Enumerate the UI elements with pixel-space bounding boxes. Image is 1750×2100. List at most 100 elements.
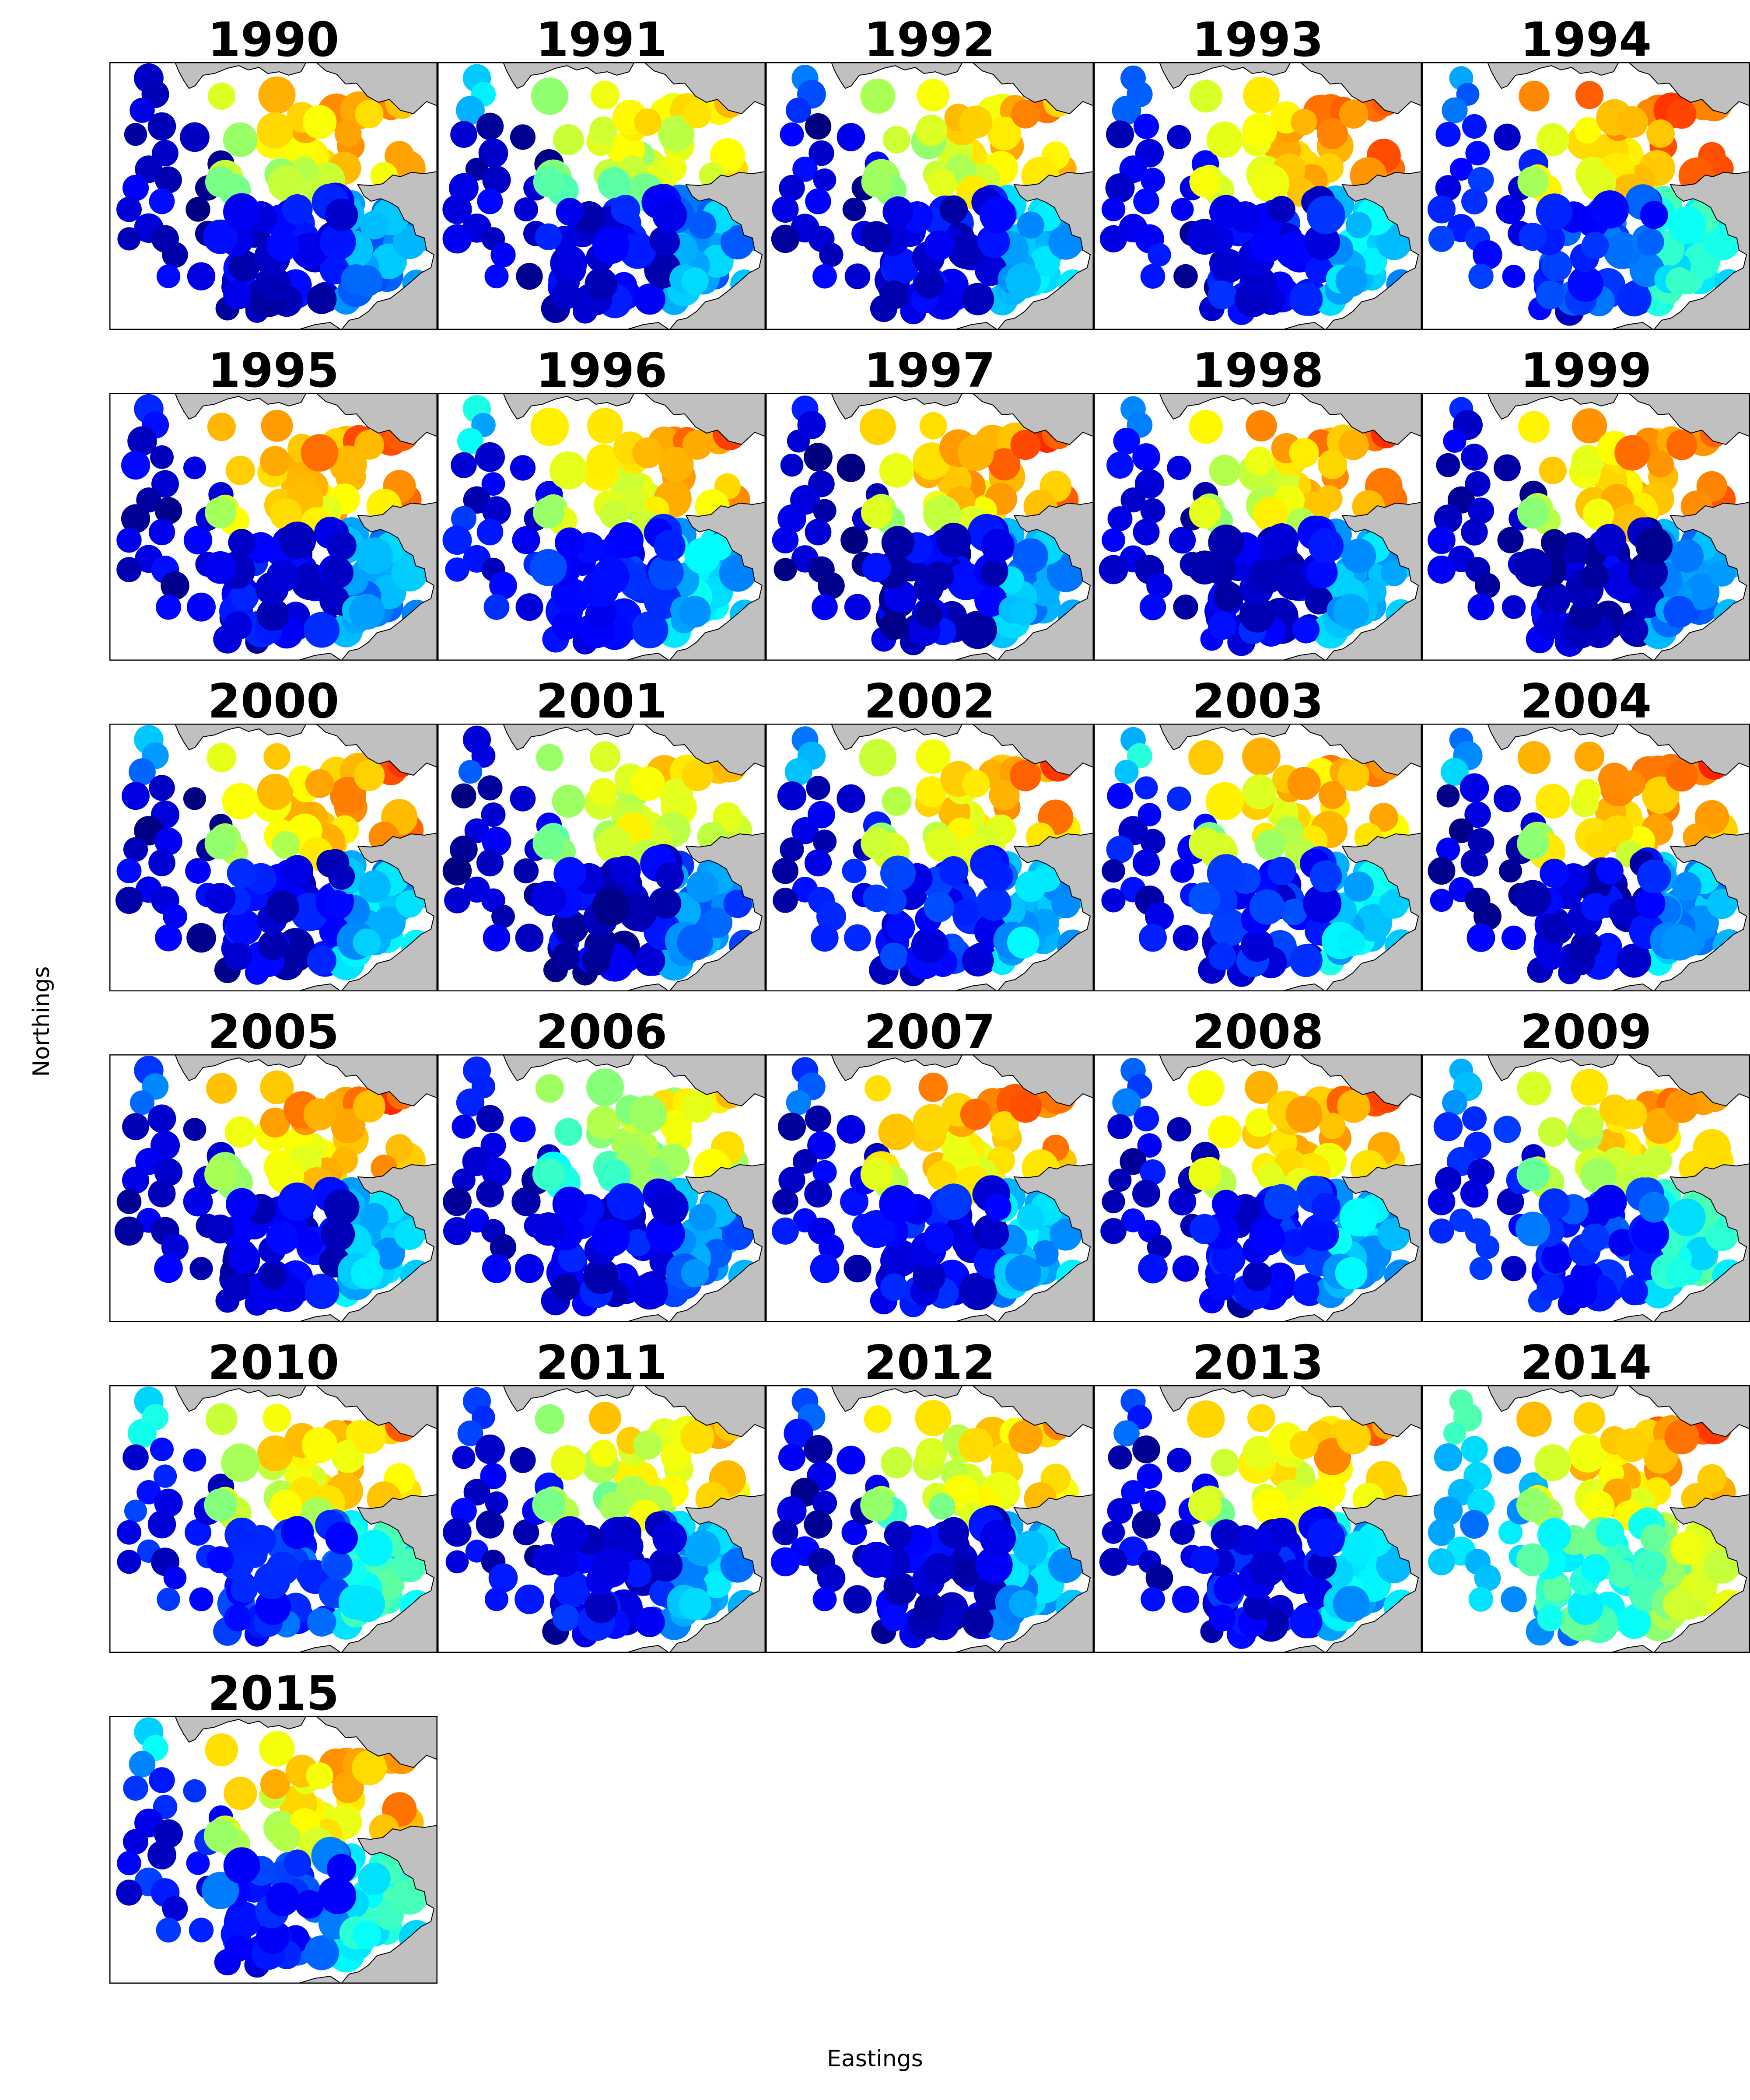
station-marker [206,1073,237,1104]
station-marker [268,165,304,202]
station-marker [1461,188,1488,215]
station-marker [476,112,504,140]
station-marker [1668,1198,1706,1236]
station-marker [599,500,629,529]
station-marker [114,1216,144,1246]
station-marker [1494,454,1521,482]
station-marker [1661,924,1698,961]
station-marker [1537,1518,1572,1552]
station-marker [1132,1435,1160,1463]
panel-frame [1094,1054,1422,1322]
station-marker [1581,231,1609,259]
station-marker [1434,504,1463,533]
map-panel-1997 [766,393,1094,661]
station-marker [610,855,641,886]
station-marker [490,242,516,268]
station-marker [161,1233,189,1261]
panel-frame [109,62,438,330]
map-panel-1995 [109,393,438,661]
station-marker [1170,1520,1195,1545]
station-marker [1568,266,1603,302]
coastline-land [502,1385,766,1438]
station-marker [607,522,644,559]
station-marker [154,1488,183,1517]
map-panel-2014 [1422,1385,1750,1653]
station-marker [1617,943,1652,978]
map-panel-1996 [438,393,766,661]
station-marker [882,786,912,816]
station-marker [1188,1488,1222,1522]
station-marker [259,1731,295,1767]
station-marker [1148,243,1171,267]
station-markers [116,1386,438,1647]
station-marker [457,1420,483,1446]
station-marker [1345,212,1372,238]
station-marker [224,942,252,971]
station-marker [360,210,389,240]
station-marker [1275,232,1312,269]
station-marker [1517,827,1550,860]
station-marker [451,506,476,532]
station-marker [1617,281,1652,317]
station-marker [1010,760,1041,791]
station-marker [812,264,837,289]
station-marker [1516,1401,1552,1437]
station-marker [1289,282,1323,316]
coastline-land [174,1054,438,1107]
station-marker [589,116,617,144]
station-marker [1502,265,1526,288]
station-marker [959,1272,997,1310]
station-marker [153,1464,177,1488]
coastline-land [830,1054,1094,1107]
station-marker [1113,427,1140,455]
station-marker [123,1829,148,1855]
station-marker [1462,114,1487,139]
station-marker [1435,122,1461,147]
station-marker [686,871,719,903]
station-marker [513,1519,539,1546]
station-marker [319,1877,357,1914]
station-marker [116,1880,142,1906]
panel-title-2011: 2011 [536,1336,668,1390]
station-marker [884,1572,917,1606]
station-marker [1168,1187,1197,1216]
station-marker [266,560,299,593]
station-marker [879,453,914,488]
station-marker [1140,264,1166,289]
station-marker [536,744,564,771]
station-marker [260,1107,290,1138]
station-marker [1519,80,1550,112]
station-marker [150,1437,174,1461]
station-marker [116,557,142,582]
station-marker [554,1118,583,1146]
station-marker [1281,899,1307,925]
coastline-land [340,171,438,330]
station-marker [858,1542,895,1578]
station-marker [1106,452,1134,479]
station-marker [1280,1229,1308,1256]
station-marker [1009,1090,1042,1123]
station-marker [304,612,340,648]
station-marker [1108,1445,1132,1470]
station-marker [1609,899,1635,926]
station-marker [258,76,296,114]
station-marker [842,197,866,221]
station-markers [1101,727,1422,987]
station-marker [482,1157,511,1187]
station-marker [303,1098,336,1130]
coastline-land [625,652,670,661]
station-marker [588,1402,622,1435]
station-marker [1615,1428,1649,1462]
station-marker [1108,1169,1132,1192]
coastline-land [502,724,766,776]
station-marker [1032,1240,1059,1267]
station-marker [1167,125,1191,149]
station-marker [702,907,733,938]
station-marker [306,1762,333,1790]
coastline-land [174,1385,438,1438]
station-marker [305,769,334,798]
station-marker [1242,112,1278,148]
station-marker [1433,1112,1463,1141]
station-marker [443,1187,472,1216]
station-marker [122,1444,149,1470]
